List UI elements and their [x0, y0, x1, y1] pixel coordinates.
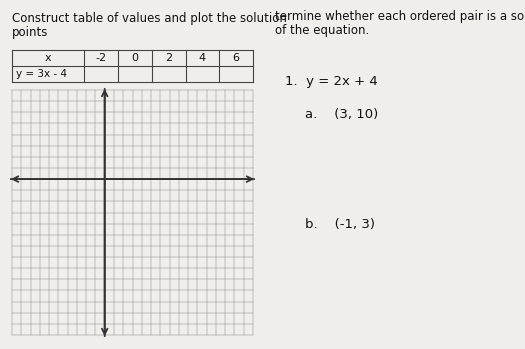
Text: 2: 2 — [165, 53, 172, 63]
Text: of the equation.: of the equation. — [275, 24, 369, 37]
Text: 4: 4 — [199, 53, 206, 63]
Text: points: points — [12, 26, 48, 39]
Text: a.    (3, 10): a. (3, 10) — [305, 108, 378, 121]
Text: y = 3x - 4: y = 3x - 4 — [16, 69, 67, 79]
Text: 1.  y = 2x + 4: 1. y = 2x + 4 — [285, 75, 378, 88]
Text: 6: 6 — [233, 53, 239, 63]
Text: termine whether each ordered pair is a solution: termine whether each ordered pair is a s… — [275, 10, 525, 23]
Text: 0: 0 — [131, 53, 139, 63]
Text: x: x — [45, 53, 51, 63]
Text: Construct table of values and plot the solution: Construct table of values and plot the s… — [12, 12, 287, 25]
Text: -2: -2 — [96, 53, 107, 63]
Text: b.    (-1, 3): b. (-1, 3) — [305, 218, 375, 231]
